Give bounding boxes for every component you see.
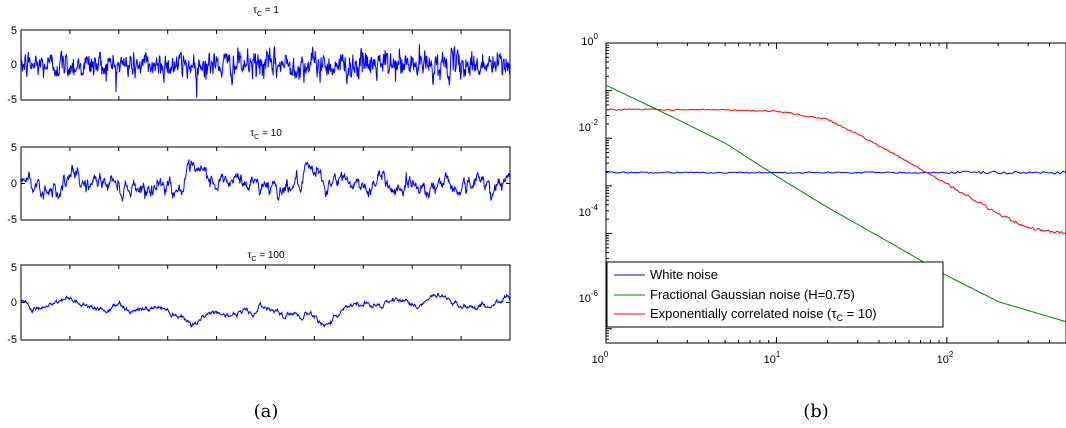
y-tick-label: 10-4 xyxy=(579,203,599,219)
series-line-exp-correlated xyxy=(605,108,1066,235)
legend-label: White noise xyxy=(650,267,718,282)
x-tick-label: 102 xyxy=(937,350,954,366)
y-tick-label: 10-2 xyxy=(579,118,599,134)
caption-a: (a) xyxy=(254,401,279,422)
subplot-tau-100: τC = 100 5 0 -5 xyxy=(7,250,511,346)
subplot-title: τC = 1 xyxy=(253,5,279,18)
x-ticks xyxy=(21,30,510,100)
y-tick-label: 0 xyxy=(11,297,17,309)
y-tick-label: 0 xyxy=(11,178,17,190)
y-tick-label: 100 xyxy=(581,32,598,48)
y-tick-label: 5 xyxy=(11,142,17,154)
subplot-title: τC = 10 xyxy=(250,128,282,141)
y-tick-label: 5 xyxy=(11,25,17,37)
legend-label: Exponentially correlated noise (τC = 10) xyxy=(650,306,877,323)
legend-box xyxy=(606,261,944,328)
legend: White noise Fractional Gaussian noise (H… xyxy=(606,261,944,328)
series-line xyxy=(20,292,511,328)
subplot-tau-1: τC = 1 5 0 -5 xyxy=(7,5,511,106)
subplot-title: τC = 100 xyxy=(247,250,285,263)
axes-box xyxy=(20,264,511,341)
series-line-fgn xyxy=(605,84,1066,323)
x-ticks xyxy=(21,147,510,220)
y-tick-label: 5 xyxy=(11,262,17,274)
legend-label: Fractional Gaussian noise (H=0.75) xyxy=(650,287,855,302)
y-tick-label: 0 xyxy=(11,59,17,71)
series-line xyxy=(20,44,511,98)
series-line xyxy=(20,159,511,202)
x-ticks xyxy=(21,265,510,340)
caption-b: (b) xyxy=(803,401,829,422)
y-tick-label: -5 xyxy=(7,214,17,226)
x-tick-label: 101 xyxy=(764,350,781,366)
y-tick-label: 10-6 xyxy=(579,289,599,305)
y-tick-label: -5 xyxy=(7,94,17,106)
subplot-tau-10: τC = 10 5 0 -5 xyxy=(7,128,511,226)
x-tick-label: 100 xyxy=(592,350,609,366)
loglog-plot: 100 10-2 10-4 10-6 100 101 102 White noi… xyxy=(579,32,1066,366)
series-line-white-noise xyxy=(605,170,1066,175)
y-tick-label: -5 xyxy=(7,334,17,346)
